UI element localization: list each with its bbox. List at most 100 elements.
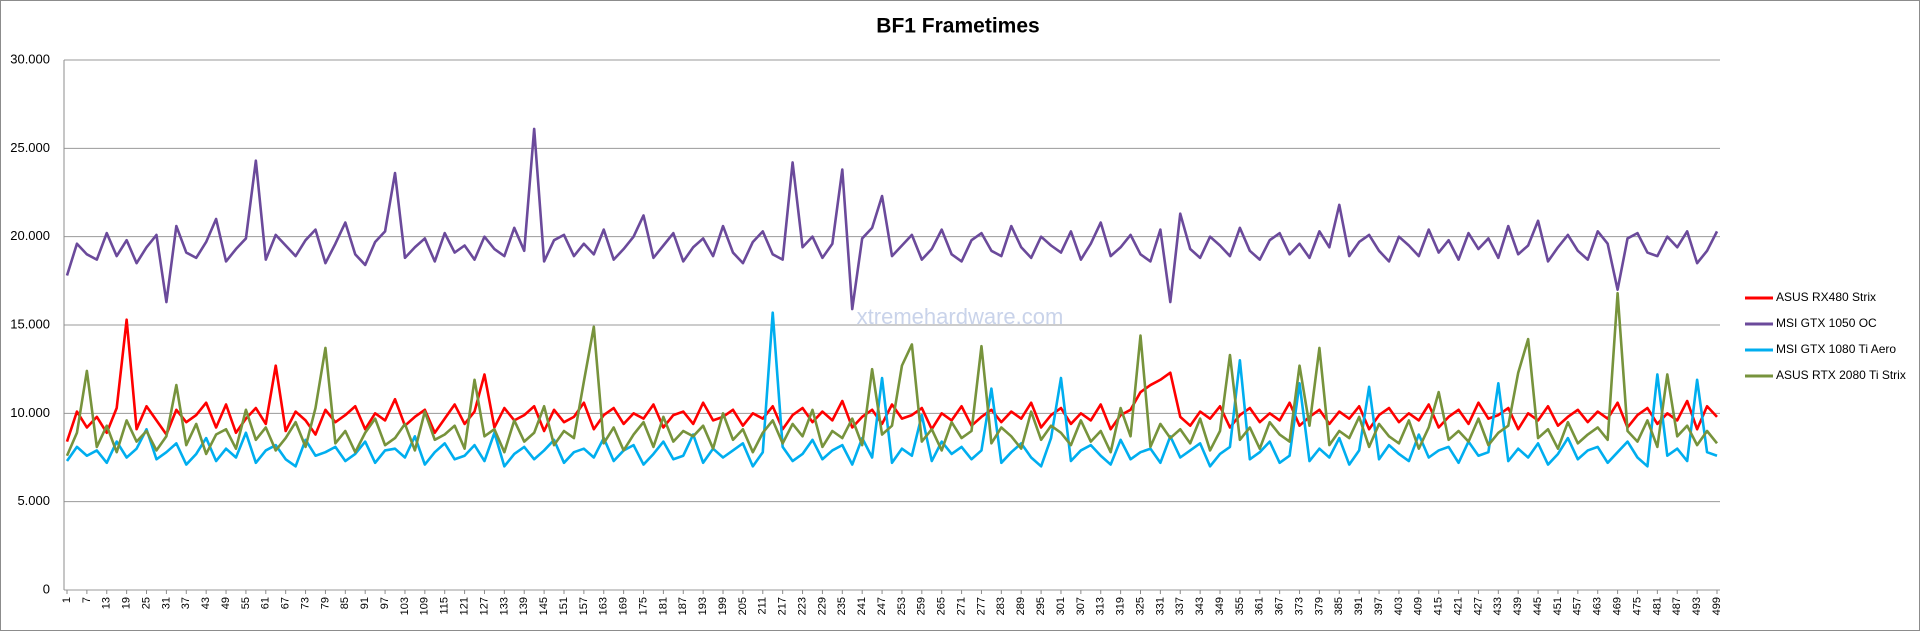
x-tick-label: 133 — [498, 597, 510, 615]
x-tick-label: 85 — [339, 597, 351, 609]
x-tick-label: 145 — [538, 597, 550, 615]
x-tick-label: 73 — [299, 597, 311, 609]
x-tick-label: 283 — [995, 597, 1007, 615]
x-tick-label: 415 — [1433, 597, 1445, 615]
x-tick-label: 289 — [1015, 597, 1027, 615]
x-tick-label: 205 — [737, 597, 749, 615]
series-line — [65, 318, 1718, 443]
x-tick-label: 361 — [1254, 597, 1266, 615]
x-tick-label: 235 — [836, 597, 848, 615]
legend-label: ASUS RX480 Strix — [1776, 290, 1876, 304]
x-tick-label: 325 — [1134, 597, 1146, 615]
x-tick-label: 445 — [1532, 597, 1544, 615]
x-tick-label: 211 — [757, 597, 769, 615]
y-tick-label: 25.000 — [10, 140, 50, 155]
x-tick-label: 355 — [1234, 597, 1246, 615]
x-tick-label: 91 — [359, 597, 371, 609]
x-tick-label: 37 — [180, 597, 192, 609]
x-tick-label: 43 — [200, 597, 212, 609]
x-tick-label: 55 — [240, 597, 252, 609]
x-tick-label: 373 — [1293, 597, 1305, 615]
x-tick-label: 253 — [896, 597, 908, 615]
x-tick-label: 103 — [399, 597, 411, 615]
x-tick-label: 277 — [975, 597, 987, 615]
x-tick-label: 19 — [121, 597, 133, 609]
x-tick-label: 271 — [955, 597, 967, 615]
x-tick-label: 247 — [876, 597, 888, 615]
x-tick-label: 25 — [140, 597, 152, 609]
x-tick-label: 121 — [458, 597, 470, 615]
x-tick-label: 181 — [657, 597, 669, 615]
x-tick-label: 139 — [518, 597, 530, 615]
legend-label: MSI GTX 1050 OC — [1776, 316, 1877, 330]
y-tick-label: 10.000 — [10, 405, 50, 420]
series-line — [65, 311, 1718, 468]
x-tick-label: 409 — [1413, 597, 1425, 615]
x-tick-label: 31 — [160, 597, 172, 609]
x-tick-label: 97 — [379, 597, 391, 609]
x-tick-label: 259 — [916, 597, 928, 615]
x-tick-label: 13 — [101, 597, 113, 609]
chart-title: BF1 Frametimes — [876, 15, 1039, 38]
x-tick-label: 421 — [1452, 597, 1464, 615]
x-tick-label: 175 — [637, 597, 649, 615]
y-tick-label: 0 — [43, 581, 50, 596]
x-tick-label: 331 — [1154, 597, 1166, 615]
series-line — [65, 127, 1719, 311]
x-tick-label: 457 — [1572, 597, 1584, 615]
x-tick-label: 151 — [558, 597, 570, 615]
x-tick-label: 7 — [81, 597, 93, 603]
x-tick-label: 229 — [816, 597, 828, 615]
x-tick-label: 109 — [419, 597, 431, 615]
x-tick-label: 313 — [1095, 597, 1107, 615]
x-tick-label: 367 — [1274, 597, 1286, 615]
x-tick-label: 469 — [1612, 597, 1624, 615]
x-tick-label: 307 — [1075, 597, 1087, 615]
y-tick-label: 30.000 — [10, 51, 50, 66]
x-tick-label: 343 — [1194, 597, 1206, 615]
x-tick-label: 385 — [1333, 597, 1345, 615]
y-tick-label: 15.000 — [10, 316, 50, 331]
y-tick-label: 20.000 — [10, 228, 50, 243]
x-tick-label: 127 — [478, 597, 490, 615]
x-tick-label: 193 — [697, 597, 709, 615]
x-tick-label: 319 — [1115, 597, 1127, 615]
x-tick-label: 157 — [578, 597, 590, 615]
x-tick-label: 499 — [1711, 597, 1723, 615]
x-tick-label: 79 — [319, 597, 331, 609]
x-tick-label: 493 — [1691, 597, 1703, 615]
x-tick-label: 481 — [1651, 597, 1663, 615]
x-tick-label: 115 — [439, 597, 451, 615]
x-tick-label: 67 — [280, 597, 292, 609]
x-tick-label: 241 — [856, 597, 868, 615]
x-tick-label: 433 — [1492, 597, 1504, 615]
x-tick-label: 487 — [1671, 597, 1683, 615]
x-tick-label: 397 — [1373, 597, 1385, 615]
x-tick-label: 199 — [717, 597, 729, 615]
legend-label: MSI GTX 1080 Ti Aero — [1776, 342, 1896, 356]
x-tick-label: 169 — [618, 597, 630, 615]
x-tick-label: 295 — [1035, 597, 1047, 615]
x-tick-label: 1 — [61, 597, 73, 603]
x-tick-label: 427 — [1472, 597, 1484, 615]
x-tick-label: 349 — [1214, 597, 1226, 615]
x-tick-label: 451 — [1552, 597, 1564, 615]
x-tick-label: 463 — [1592, 597, 1604, 615]
x-tick-label: 217 — [777, 597, 789, 615]
x-tick-label: 223 — [796, 597, 808, 615]
x-tick-label: 379 — [1313, 597, 1325, 615]
x-tick-label: 61 — [260, 597, 272, 609]
x-tick-label: 439 — [1512, 597, 1524, 615]
x-tick-label: 403 — [1393, 597, 1405, 615]
x-tick-label: 265 — [936, 597, 948, 615]
y-tick-label: 5.000 — [17, 493, 50, 508]
x-tick-label: 49 — [220, 597, 232, 609]
x-tick-label: 475 — [1631, 597, 1643, 615]
x-tick-label: 301 — [1055, 597, 1067, 615]
legend-label: ASUS RTX 2080 Ti Strix — [1776, 368, 1906, 382]
x-tick-label: 187 — [677, 597, 689, 615]
series-line — [65, 291, 1719, 457]
